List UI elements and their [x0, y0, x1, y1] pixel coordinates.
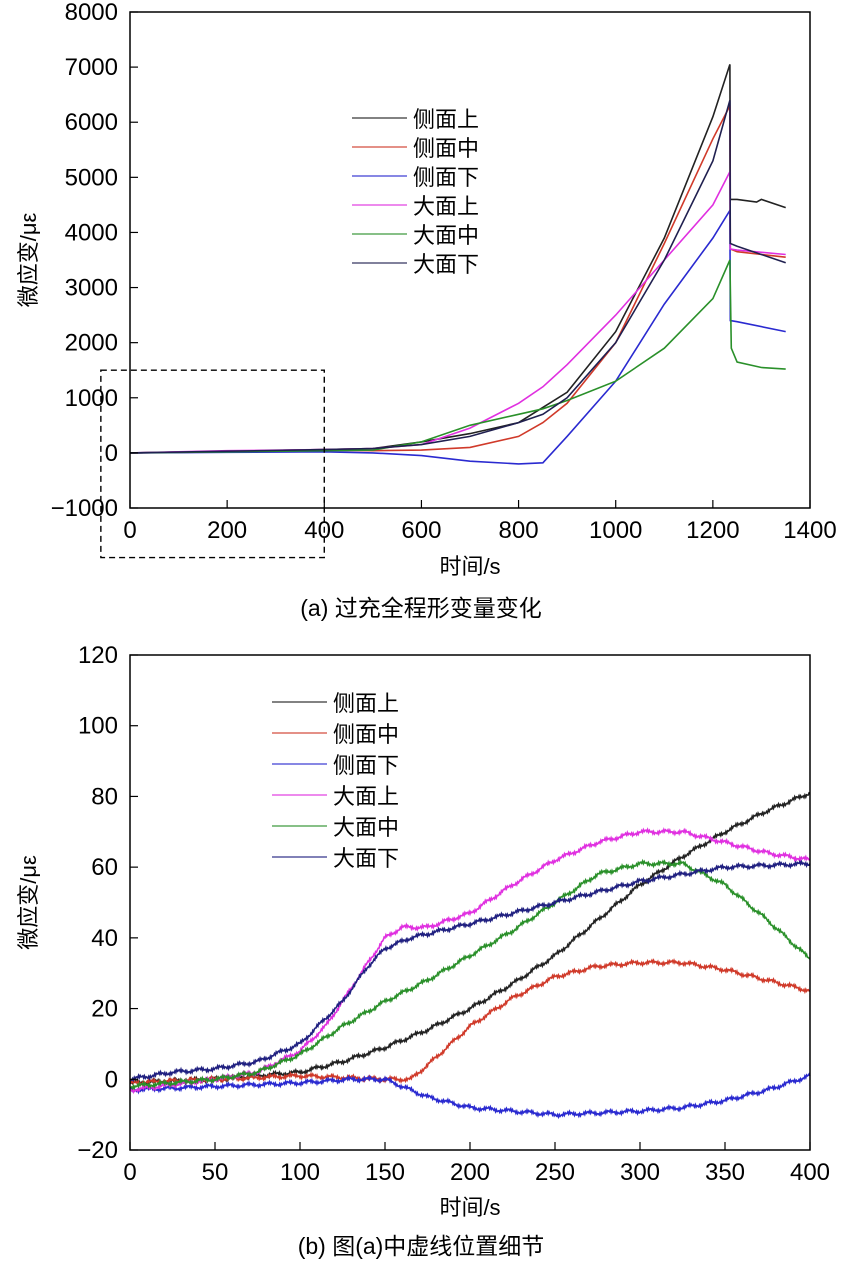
legend-label: 大面上 [413, 194, 479, 219]
x-tick-label: 150 [365, 1159, 405, 1186]
legend-label: 侧面下 [333, 753, 399, 778]
legend-label: 侧面上 [333, 691, 399, 716]
series-line-1 [129, 958, 810, 1088]
series-line-4 [129, 259, 786, 454]
y-tick-label: 1000 [65, 385, 118, 412]
series-line-2 [129, 207, 786, 465]
x-tick-label: 1000 [589, 517, 642, 544]
legend-label: 大面中 [333, 815, 399, 840]
chart-caption: (a) 过充全程形变量变化 [300, 595, 542, 621]
y-tick-label: −1000 [51, 495, 118, 522]
chart-a: 0 200 400 600 800 1000 1200 1400−10000100020003… [16, 0, 837, 621]
y-tick-label: 40 [91, 925, 118, 952]
y-tick-label: 4000 [65, 219, 118, 246]
y-tick-label: 0 [105, 1066, 118, 1093]
x-tick-label: 600 [401, 517, 441, 544]
x-tick-label: 200 [207, 517, 247, 544]
y-tick-label: 20 [91, 996, 118, 1023]
y-tick-label: 5000 [65, 164, 118, 191]
x-tick-label: 400 [790, 1159, 830, 1186]
x-tick-label: 200 [450, 1159, 490, 1186]
plot-frame [129, 11, 811, 509]
x-tick-label: 250 [535, 1159, 575, 1186]
series-line-5 [129, 99, 786, 454]
x-tick-label: 100 [280, 1159, 320, 1186]
legend-label: 侧面中 [333, 722, 399, 747]
y-tick-label: 2000 [65, 330, 118, 357]
x-tick-label: 350 [705, 1159, 745, 1186]
y-axis-label: 微应变/με [16, 855, 41, 950]
legend-label: 大面下 [413, 252, 479, 277]
y-tick-label: 0 [105, 440, 118, 467]
legend-label: 侧面上 [413, 107, 479, 132]
legend-label: 侧面中 [413, 136, 479, 161]
y-tick-label: 80 [91, 783, 118, 810]
y-tick-label: 3000 [65, 275, 118, 302]
x-tick-label: 0 [123, 1159, 136, 1186]
legend-label: 大面上 [333, 784, 399, 809]
y-tick-label: 100 [78, 713, 118, 740]
y-tick-label: 8000 [65, 0, 118, 26]
series-line-4 [129, 858, 811, 1091]
x-tick-label: 1200 [686, 517, 739, 544]
x-axis-label: 时间/s [439, 554, 500, 579]
y-tick-label: 60 [91, 854, 118, 881]
y-tick-label: 120 [78, 642, 118, 669]
chart-b: 0 50 100 150 200 250 300 350 400−200204060801001… [16, 642, 830, 1259]
x-tick-label: 0 [123, 517, 136, 544]
y-tick-label: 7000 [65, 54, 118, 81]
legend-label: 大面中 [413, 223, 479, 248]
chart-caption: (b) 图(a)中虚线位置细节 [298, 1233, 545, 1259]
series-line-2 [129, 1072, 811, 1120]
x-tick-label: 800 [499, 517, 539, 544]
dashed-region-box [100, 369, 325, 559]
y-tick-label: 6000 [65, 109, 118, 136]
y-tick-label: −20 [77, 1137, 118, 1164]
legend-label: 侧面下 [413, 165, 479, 190]
x-axis-label: 时间/s [439, 1195, 500, 1220]
series-line-3 [129, 827, 811, 1095]
x-tick-label: 1400 [783, 517, 836, 544]
legend-label: 大面下 [333, 846, 399, 871]
series-line-5 [129, 859, 811, 1083]
x-tick-label: 50 [202, 1159, 229, 1186]
x-tick-label: 300 [620, 1159, 660, 1186]
y-axis-label: 微应变/με [16, 213, 41, 308]
